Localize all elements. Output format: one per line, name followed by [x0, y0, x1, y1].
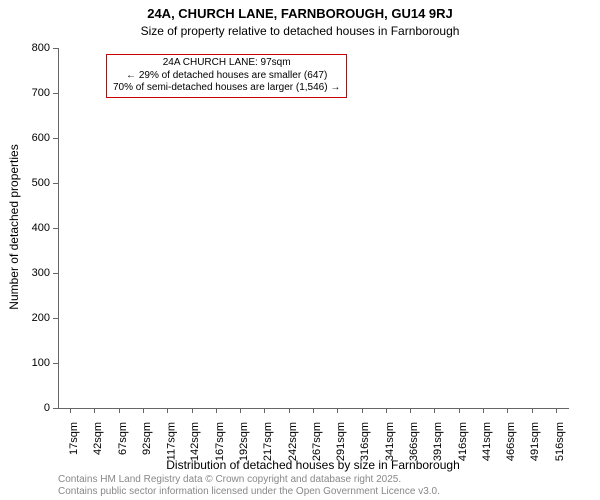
x-tick-label: 142sqm — [190, 422, 202, 461]
credit-line-1: Contains HM Land Registry data © Crown c… — [58, 474, 401, 485]
x-tick-label: 341sqm — [384, 422, 396, 461]
x-tick-label: 491sqm — [530, 422, 542, 461]
x-tick-label: 516sqm — [554, 422, 566, 461]
annotation-box: 24A CHURCH LANE: 97sqm ← 29% of detached… — [106, 54, 347, 98]
y-tick-label: 500 — [0, 177, 50, 189]
x-tick-label: 466sqm — [505, 422, 517, 461]
y-tick-label: 0 — [0, 402, 50, 414]
annotation-line-1: 24A CHURCH LANE: 97sqm — [113, 57, 340, 70]
y-tick-label: 800 — [0, 42, 50, 54]
x-tick-label: 67sqm — [117, 422, 129, 455]
x-tick-label: 217sqm — [262, 422, 274, 461]
chart-container: 24A, CHURCH LANE, FARNBOROUGH, GU14 9RJ … — [0, 0, 600, 500]
x-tick-label: 167sqm — [214, 422, 226, 461]
x-tick-label: 267sqm — [311, 422, 323, 461]
x-tick-label: 316sqm — [360, 422, 372, 461]
x-tick-label: 291sqm — [335, 422, 347, 461]
y-tick-label: 200 — [0, 312, 50, 324]
credit-line-2: Contains public sector information licen… — [58, 486, 440, 497]
y-tick-label: 300 — [0, 267, 50, 279]
y-tick-label: 100 — [0, 357, 50, 369]
x-tick-label: 117sqm — [165, 422, 177, 460]
x-tick-label: 42sqm — [92, 422, 104, 455]
chart-title: 24A, CHURCH LANE, FARNBOROUGH, GU14 9RJ — [0, 6, 600, 21]
x-tick-label: 192sqm — [238, 422, 250, 461]
y-tick-label: 400 — [0, 222, 50, 234]
y-tick-label: 600 — [0, 132, 50, 144]
annotation-line-3: 70% of semi-detached houses are larger (… — [113, 82, 340, 95]
plot-area — [58, 48, 569, 409]
x-tick-label: 441sqm — [481, 422, 493, 461]
chart-subtitle: Size of property relative to detached ho… — [0, 24, 600, 38]
x-tick-label: 416sqm — [457, 422, 469, 461]
x-tick-label: 366sqm — [408, 422, 420, 461]
x-tick-label: 391sqm — [432, 422, 444, 461]
x-tick-label: 17sqm — [68, 422, 80, 455]
x-tick-label: 242sqm — [287, 422, 299, 461]
annotation-line-2: ← 29% of detached houses are smaller (64… — [113, 70, 340, 83]
x-tick-label: 92sqm — [141, 422, 153, 455]
y-tick-label: 700 — [0, 87, 50, 99]
